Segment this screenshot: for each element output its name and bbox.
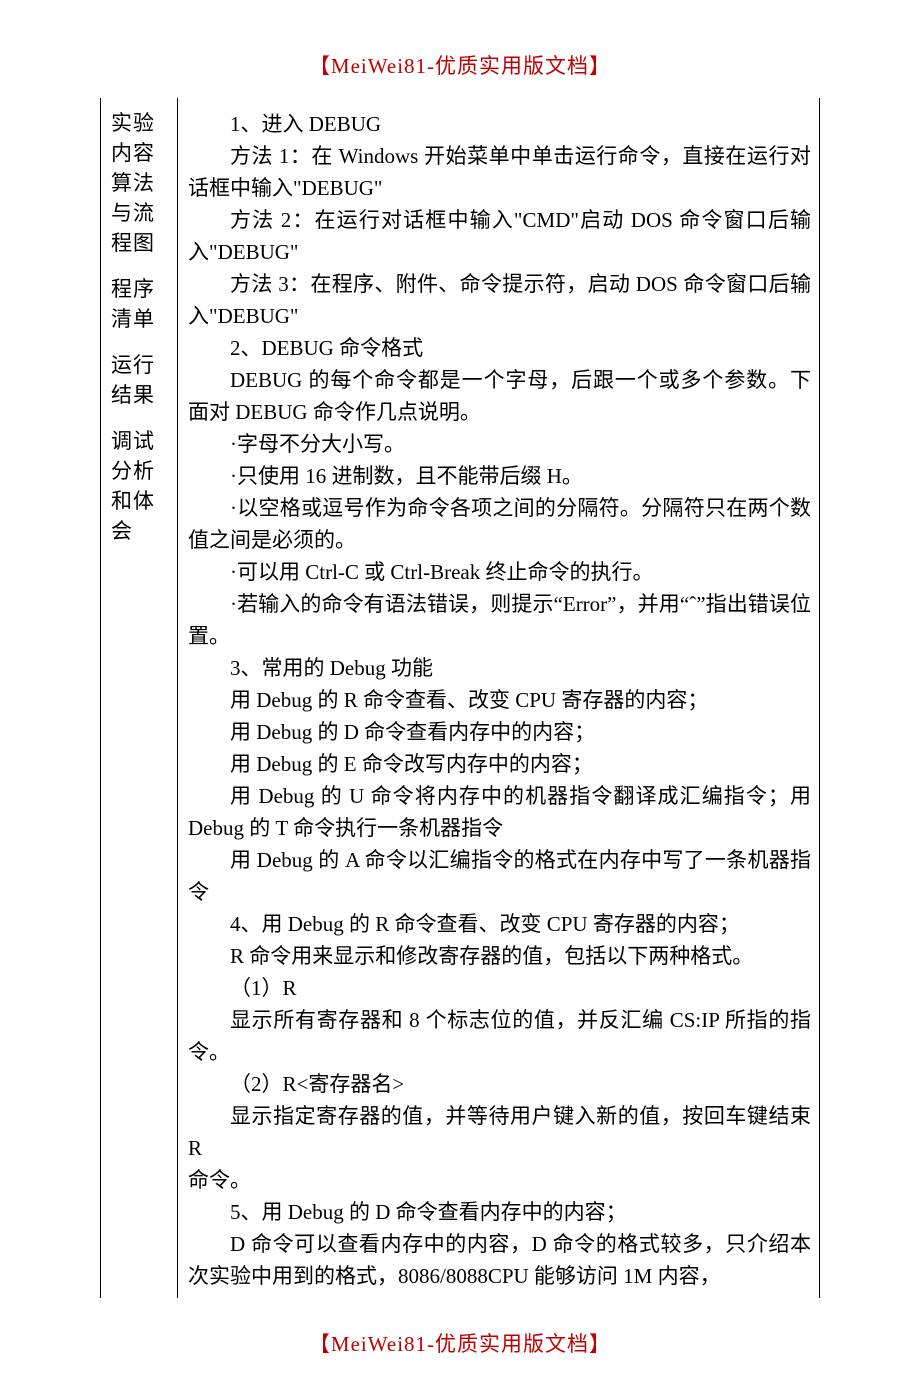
sidebar-block-4: 调试 分析 和体 会 bbox=[111, 426, 169, 546]
body-para: 5、用 Debug 的 D 命令查看内存中的内容； bbox=[188, 1196, 811, 1228]
content-wrap: 实验 内容 算法 与流 程图 程序 清单 运行 结果 bbox=[100, 98, 820, 1298]
body-para: 方法 3：在程序、附件、命令提示符，启动 DOS 命令窗口后输入"DEBUG" bbox=[188, 268, 811, 332]
sidebar-text: 和体 bbox=[111, 486, 169, 516]
body-para: （1）R bbox=[188, 972, 811, 1004]
sidebar-text: 内容 bbox=[111, 138, 169, 168]
body-para: 方法 1：在 Windows 开始菜单中单击运行命令，直接在运行对话框中输入"D… bbox=[188, 140, 811, 204]
body-para: ·字母不分大小写。 bbox=[188, 428, 811, 460]
body-para: 2、DEBUG 命令格式 bbox=[188, 332, 811, 364]
sidebar-text: 调试 bbox=[111, 426, 169, 456]
sidebar-column: 实验 内容 算法 与流 程图 程序 清单 运行 结果 bbox=[101, 98, 178, 1298]
body-para: 用 Debug 的 E 命令改写内存中的内容； bbox=[188, 748, 811, 780]
body-para: ·若输入的命令有语法错误，则提示“Error”，并用“ˆ”指出错误位置。 bbox=[188, 588, 811, 652]
body-para: 1、进入 DEBUG bbox=[188, 108, 811, 140]
sidebar-text: 程序 bbox=[111, 274, 169, 304]
sidebar-text: 分析 bbox=[111, 456, 169, 486]
body-para: 用 Debug 的 D 命令查看内存中的内容； bbox=[188, 716, 811, 748]
body-para: 3、常用的 Debug 功能 bbox=[188, 652, 811, 684]
body-para: 命令。 bbox=[188, 1164, 811, 1196]
body-para: ·以空格或逗号作为命令各项之间的分隔符。分隔符只在两个数值之间是必须的。 bbox=[188, 492, 811, 556]
sidebar-text: 程图 bbox=[111, 228, 169, 258]
body-para: ·只使用 16 进制数，且不能带后缀 H。 bbox=[188, 460, 811, 492]
body-para: ·可以用 Ctrl-C 或 Ctrl-Break 终止命令的执行。 bbox=[188, 556, 811, 588]
body-para: DEBUG 的每个命令都是一个字母，后跟一个或多个参数。下面对 DEBUG 命令… bbox=[188, 364, 811, 428]
body-para: （2）R<寄存器名> bbox=[188, 1068, 811, 1100]
sidebar-text: 清单 bbox=[111, 304, 169, 334]
body-para: 方法 2：在运行对话框中输入"CMD"启动 DOS 命令窗口后输入"DEBUG" bbox=[188, 204, 811, 268]
sidebar-text: 实验 bbox=[111, 108, 169, 138]
body-para: 显示所有寄存器和 8 个标志位的值，并反汇编 CS:IP 所指的指令。 bbox=[188, 1004, 811, 1068]
page: 【MeiWei81-优质实用版文档】 实验 内容 算法 与流 程图 程序 清单 bbox=[0, 0, 920, 1388]
body-para: 显示指定寄存器的值，并等待用户键入新的值，按回车键结束 R bbox=[188, 1100, 811, 1164]
body-para: 用 Debug 的 A 命令以汇编指令的格式在内存中写了一条机器指令 bbox=[188, 844, 811, 908]
header-watermark: 【MeiWei81-优质实用版文档】 bbox=[0, 50, 920, 80]
sidebar-text: 算法 bbox=[111, 168, 169, 198]
sidebar-text: 结果 bbox=[111, 380, 169, 410]
body-para: 用 Debug 的 U 命令将内存中的机器指令翻译成汇编指令；用 Debug 的… bbox=[188, 780, 811, 844]
body-para: D 命令可以查看内存中的内容，D 命令的格式较多，只介绍本次实验中用到的格式，8… bbox=[188, 1228, 811, 1292]
footer-watermark: 【MeiWei81-优质实用版文档】 bbox=[0, 1328, 920, 1358]
body-para: 用 Debug 的 R 命令查看、改变 CPU 寄存器的内容； bbox=[188, 684, 811, 716]
sidebar-block-3: 运行 结果 bbox=[111, 350, 169, 410]
body-para: 4、用 Debug 的 R 命令查看、改变 CPU 寄存器的内容； bbox=[188, 908, 811, 940]
sidebar-block-1: 实验 内容 算法 与流 程图 bbox=[111, 108, 169, 258]
sidebar-text: 与流 bbox=[111, 198, 169, 228]
sidebar-text: 会 bbox=[111, 516, 169, 546]
body-para: R 命令用来显示和修改寄存器的值，包括以下两种格式。 bbox=[188, 940, 811, 972]
sidebar-text: 运行 bbox=[111, 350, 169, 380]
body-column: 1、进入 DEBUG 方法 1：在 Windows 开始菜单中单击运行命令，直接… bbox=[178, 98, 820, 1298]
sidebar-block-2: 程序 清单 bbox=[111, 274, 169, 334]
document-table: 实验 内容 算法 与流 程图 程序 清单 运行 结果 bbox=[100, 98, 820, 1298]
